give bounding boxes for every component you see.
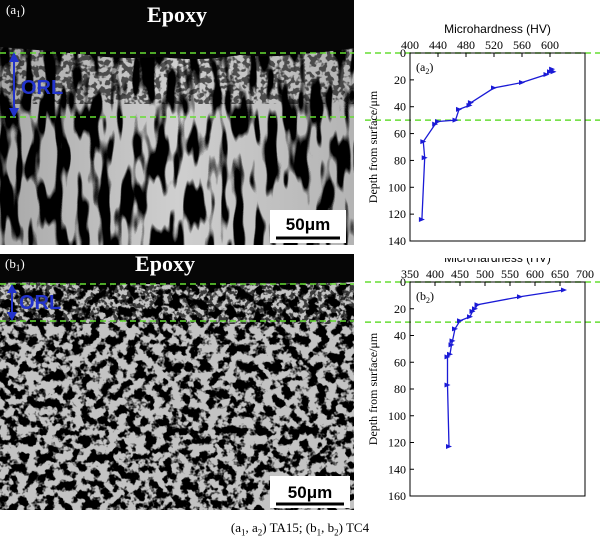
chart-b2-data-point: [446, 444, 452, 450]
chart-b2-series-line: [446, 289, 565, 447]
chart-a2-xlabel: Microhardness (HV): [444, 22, 551, 36]
chart-a2-x-tick-label: 520: [485, 38, 503, 52]
chart-b2-y-tick-label: 120: [388, 436, 406, 450]
chart-a2-data-point: [452, 117, 459, 123]
orl-arrow-a1: [9, 52, 19, 118]
chart-b2-y-tick-label: 0: [400, 275, 406, 289]
chart-a2-y-tick-label: 120: [388, 207, 406, 221]
chart-b2-x-tick-label: 700: [576, 267, 594, 281]
chart-b2-data-point: [448, 342, 455, 348]
chart-b2-y-tick-label: 40: [394, 329, 406, 343]
chart-a2-data-point: [467, 100, 474, 106]
chart-a2-data-point: [547, 69, 553, 75]
figure-caption: (a1, a2) TA15; (b1, b2) TC4: [230, 520, 370, 538]
micrograph-a1: ORL Epoxy (a1) 50μm: [0, 0, 354, 245]
chart-a2-data-point: [519, 80, 525, 86]
orl-label: ORL: [19, 292, 61, 314]
chart-b2-data-point: [444, 354, 451, 360]
chart-a2-data-point: [435, 118, 441, 124]
chart-b2-panel-label: (b2): [416, 289, 434, 305]
chart-b2-data-point: [444, 382, 451, 388]
chart-b2-x-tick-label: 350: [401, 267, 419, 281]
chart-a2-data-point: [420, 139, 427, 145]
chart-b2-y-tick-label: 100: [388, 409, 406, 423]
chart-a2-y-tick-label: 20: [394, 73, 406, 87]
chart-b2-x-tick-label: 400: [426, 267, 444, 281]
chart-a2-y-tick-label: 140: [388, 234, 406, 248]
chart-b2-x-tick-label: 450: [451, 267, 469, 281]
epoxy-label: Epoxy: [147, 2, 207, 27]
chart-a2-x-tick-label: 440: [429, 38, 447, 52]
scale-bar-b1: 50μm: [270, 476, 350, 508]
chart-a2-data-point: [421, 155, 428, 161]
chart-b2-frame: [409, 281, 586, 497]
chart-b2-svg: 350 400 450 500 550 600 650 700 0 20 40 60 80 100 120 1…: [365, 251, 600, 503]
panel-label-b1: (b1): [5, 256, 25, 273]
chart-b2-y-tick-label: 160: [388, 489, 406, 503]
chart-b2-x-tick-label: 650: [551, 267, 569, 281]
svg-text:50μm: 50μm: [286, 215, 330, 234]
chart-a2-y-tick-label: 40: [394, 100, 406, 114]
chart-b2: 350 400 450 500 550 600 650 700 0 20 40 60 80 100 120 1…: [365, 251, 600, 508]
chart-b2-y-tick-label: 20: [394, 302, 406, 316]
chart-a2-y-tick-label: 0: [400, 46, 406, 60]
chart-b2-x-tick-label: 550: [501, 267, 519, 281]
chart-a2-data-point: [432, 121, 439, 127]
chart-a2-panel-label: (a2): [416, 60, 433, 76]
chart-a2-frame: [409, 52, 586, 242]
chart-a2-data-point: [491, 85, 497, 91]
chart-b2-data-point: [447, 351, 453, 357]
chart-b2-data-point: [449, 338, 456, 344]
chart-b2-data-point: [561, 287, 567, 293]
chart-a2-x-tick-label: 560: [513, 38, 531, 52]
chart-a2-x-tick-label: 400: [401, 38, 419, 52]
chart-b2-data-point: [517, 294, 523, 300]
chart-a2-data-point: [543, 71, 550, 77]
chart-b2-x-tick-label: 600: [526, 267, 544, 281]
orl-label: ORL: [21, 77, 63, 99]
svg-text:50μm: 50μm: [288, 483, 332, 502]
chart-a2-x-tick-label: 480: [457, 38, 475, 52]
chart-b2-data-point: [452, 326, 458, 332]
chart-b2-y-tick-label: 60: [394, 355, 406, 369]
chart-b2-xlabel: Microhardness (HV): [444, 258, 551, 265]
chart-a2-data-point: [456, 106, 462, 112]
chart-a2-svg: 400 440 480 520 560 600 0 20 40 60 80 100 120 140 Micr…: [365, 22, 600, 248]
micrograph-b1-image: ORL Epoxy (b1) 50μm: [0, 254, 354, 510]
chart-b2-data-point: [467, 314, 473, 320]
chart-a2-data-point: [466, 102, 473, 108]
chart-b2-ylabel: Depth from surface/μm: [366, 332, 380, 445]
chart-b2-data-point: [457, 318, 463, 324]
micrograph-b1: ORL Epoxy (b1) 50μm: [0, 254, 354, 510]
chart-a2: 400 440 480 520 560 600 0 20 40 60 80 100 120 140 Micr…: [365, 0, 600, 255]
chart-b2-data-point: [472, 306, 478, 312]
micrograph-a1-image: ORL Epoxy (a1) 50μm: [0, 0, 354, 245]
epoxy-label: Epoxy: [135, 254, 195, 276]
chart-a2-y-tick-label: 100: [388, 180, 406, 194]
chart-b2-data-point: [469, 308, 476, 314]
chart-b2-y-tick-label: 80: [394, 382, 406, 396]
chart-b2-y-tick-label: 140: [388, 462, 406, 476]
chart-a2-series-line: [421, 68, 555, 220]
chart-a2-data-point: [418, 217, 425, 223]
chart-b2-data-point: [474, 302, 481, 308]
chart-a2-y-tick-label: 80: [394, 153, 406, 167]
panel-label-a1: (a1): [6, 2, 25, 19]
scale-bar-a1: 50μm: [270, 210, 346, 243]
chart-a2-ylabel: Depth from surface/μm: [366, 90, 380, 203]
chart-b2-x-tick-label: 500: [476, 267, 494, 281]
chart-a2-y-tick-label: 60: [394, 127, 406, 141]
orl-arrow-b1: [7, 284, 17, 321]
chart-a2-data-point: [550, 69, 557, 75]
chart-a2-x-tick-label: 600: [541, 38, 559, 52]
